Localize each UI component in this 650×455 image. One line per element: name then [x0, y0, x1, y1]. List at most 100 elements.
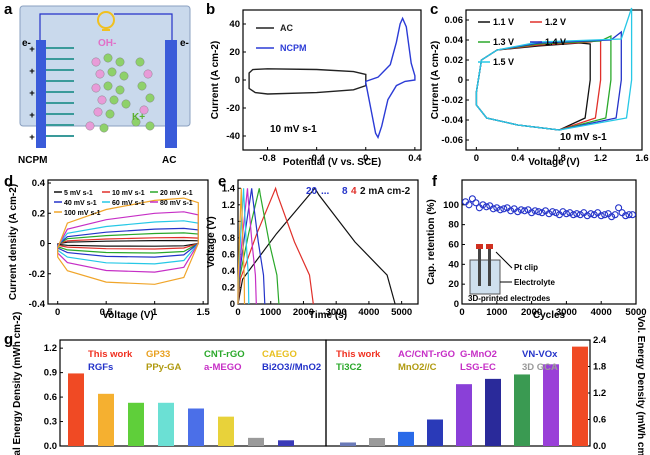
- g-left-category: RGFs: [88, 362, 113, 373]
- f-point: [482, 203, 490, 211]
- g-right-category: VN-VOx: [522, 349, 558, 360]
- k-ion: [145, 93, 155, 103]
- f-point: [559, 208, 567, 216]
- oh-ion: [97, 95, 107, 105]
- f-point: [625, 211, 633, 219]
- b-ticks: -0.8 -0.4 0 0.4 -40 -20 0 20 40: [226, 19, 422, 164]
- f-point: [507, 207, 515, 215]
- b-series-AC: [248, 68, 367, 95]
- f-point: [531, 207, 539, 215]
- lightbulb-icon: [97, 11, 115, 29]
- g-left-tick-label: 0.9: [44, 368, 57, 379]
- c-annotation: 10 mV s-1: [560, 132, 607, 143]
- ions: [85, 53, 155, 133]
- e-annotation-part: 4: [351, 186, 357, 197]
- d-ylabel: Current density (A cm-2): [8, 184, 19, 300]
- f-point: [622, 212, 630, 220]
- f-point: [601, 211, 609, 219]
- panel-c: c 0 0.4 0.8 1.2 1.6-0.06-0.04-0.0200.020.040…: [430, 1, 649, 168]
- e-series-2: [237, 187, 396, 305]
- y-tick-label: 1: [230, 216, 236, 227]
- x-tick-label: -0.4: [308, 153, 325, 164]
- y-tick-label: 0.2: [32, 208, 45, 219]
- c-legend-label: 1.4 V: [545, 37, 566, 47]
- k-ion: [115, 57, 125, 67]
- f-series: [461, 195, 637, 221]
- g-left-category: CAEGO: [262, 349, 297, 360]
- y-tick-label: -40: [226, 131, 240, 142]
- d-legend-label: 80 mV s-1: [160, 200, 193, 207]
- f-point: [468, 195, 476, 203]
- g-right-ylabel: Vol. Energy Density (mWh cm-3): [635, 315, 646, 455]
- k-label: K+: [132, 112, 145, 123]
- f-point: [479, 201, 487, 209]
- g-right-category: Ti3C2: [336, 362, 362, 373]
- e-annotation-part: 8: [342, 186, 348, 197]
- b-legend-ac: AC: [280, 23, 293, 33]
- e-annotation-part: 20: [306, 186, 318, 197]
- g-right-bar: [514, 374, 530, 446]
- d-series: [57, 197, 199, 285]
- d-legend: 5 mV s-1 10 mV s-1 20 mV s-1 40 mV s-1 60 mV…: [54, 190, 193, 217]
- f-point: [566, 209, 574, 217]
- g-right-bar: [456, 384, 472, 446]
- inset-arrow-clip: [495, 251, 513, 269]
- wire-right: [114, 13, 173, 45]
- f-point: [597, 212, 605, 220]
- x-tick-label: 4000: [358, 307, 379, 318]
- x-tick-label: 0: [363, 153, 368, 164]
- oh-ion: [93, 107, 103, 117]
- k-ion: [109, 95, 119, 105]
- g-left-category: a-MEGO: [204, 362, 241, 373]
- f-point: [548, 208, 557, 216]
- f-point: [489, 205, 497, 213]
- k-ion: [115, 85, 125, 95]
- y-tick-label: 20: [448, 279, 459, 290]
- f-ylabel: Cap. retention (%): [426, 199, 437, 285]
- x-tick-label: 1.6: [635, 153, 648, 164]
- f-point: [521, 207, 529, 215]
- x-tick-label: 1.5: [197, 307, 211, 318]
- c-legend-label: 1.1 V: [493, 17, 514, 27]
- f-point: [587, 210, 595, 218]
- panel-label-b: b: [206, 1, 215, 18]
- x-tick-label: -0.8: [259, 153, 275, 164]
- b-legend-ncpm: NCPM: [280, 43, 307, 53]
- c-legend: 1.1 V 1.2 V 1.3 V 1.4 V 1.5 V: [478, 17, 566, 67]
- e-ylabel: Voltage (V): [206, 216, 217, 267]
- g-right-bar: [369, 438, 385, 446]
- g-right-category: This work: [336, 349, 381, 360]
- x-tick-label: 5000: [391, 307, 412, 318]
- f-point: [472, 199, 480, 207]
- f-point: [538, 209, 546, 217]
- g-right-tick-label: 1.8: [593, 362, 606, 373]
- e-series-4: [237, 186, 314, 305]
- y-tick-label: 0.4: [222, 266, 236, 277]
- f-point: [576, 211, 584, 219]
- x-tick-label: 0.8: [553, 153, 566, 164]
- electron-left-label: e-: [22, 38, 31, 49]
- x-tick-label: 3000: [326, 307, 347, 318]
- f-point: [615, 204, 623, 212]
- f-point: [608, 213, 616, 221]
- f-point: [493, 204, 501, 212]
- oh-ion: [91, 57, 101, 67]
- f-point: [573, 210, 581, 218]
- c-legend-label: 1.3 V: [493, 37, 514, 47]
- k-ion: [103, 53, 113, 63]
- d-series: [57, 239, 199, 247]
- g-right-bar: [427, 419, 443, 446]
- x-tick-label: 0: [235, 307, 240, 318]
- g-right-bar: [543, 364, 559, 446]
- y-tick-label: 40: [448, 259, 459, 270]
- plot-frame-e: [237, 179, 419, 305]
- y-tick-label: 0.2: [222, 282, 235, 293]
- k-ion: [107, 67, 117, 77]
- y-tick-label: 0.06: [445, 15, 464, 26]
- y-tick-label: 0: [235, 75, 240, 86]
- x-tick-label: 1000: [260, 307, 281, 318]
- inset-label-electrolyte: Electrolyte: [514, 278, 555, 287]
- d-legend-label: 40 mV s-1: [64, 200, 97, 207]
- g-right-category: G-MnO2: [460, 349, 497, 360]
